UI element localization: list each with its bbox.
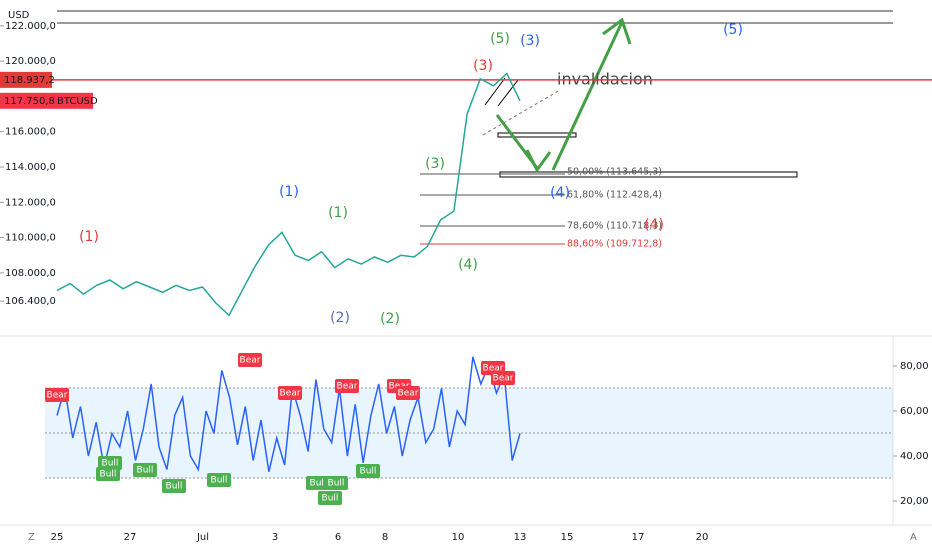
signal-tag — [491, 371, 515, 385]
wave-label: (4) — [644, 217, 664, 233]
wave-label: (1) — [279, 184, 299, 200]
footer-left[interactable]: Z — [28, 532, 35, 543]
y-tick-label: 114.000,0 — [5, 162, 56, 173]
wave-label: (4) — [458, 257, 478, 273]
signal-label: Bear — [483, 364, 504, 374]
signal-label: Bear — [280, 389, 301, 399]
y-tick-label: 120.000,0 — [5, 56, 56, 67]
signal-tag — [278, 386, 302, 400]
fib-label: 61,80% (112.428,4) — [567, 190, 662, 201]
footer-right[interactable]: A — [910, 532, 917, 543]
arrow-head — [602, 17, 632, 45]
annotation: invalidacion — [557, 70, 653, 89]
wave-label: (3) — [425, 156, 445, 172]
y-tick-label: 110.000,0 — [5, 233, 56, 244]
signal-label: Bull — [328, 479, 345, 489]
y-tick-label: 108.000,0 — [5, 268, 56, 279]
signal-tag — [45, 388, 69, 402]
wave-label: (5) — [723, 22, 743, 38]
signal-label: Bull — [211, 476, 228, 486]
signal-label: Bull — [102, 459, 119, 469]
x-tick-label: Jul — [196, 532, 209, 543]
zone-box — [497, 132, 577, 138]
x-tick-label: 8 — [382, 532, 388, 543]
y-tick-label: 80,00 — [900, 361, 929, 372]
currency: USD — [8, 10, 30, 21]
signal-label: Bear — [337, 382, 358, 392]
signal-label: Bull — [310, 479, 327, 489]
signal-tag — [133, 463, 157, 477]
y-tick-label: 106.400,0 — [5, 296, 56, 307]
channel-line — [497, 79, 519, 107]
y-tick-label: 60,00 — [900, 406, 929, 417]
signal-label: Bear — [47, 391, 68, 401]
level-label: 118.937,2 — [4, 75, 55, 86]
signal-tag — [98, 456, 122, 470]
signal-tag — [318, 491, 342, 505]
y-tick-label: 40,00 — [900, 451, 929, 462]
wave-label: (3) — [473, 58, 493, 74]
signal-label: Bear — [240, 356, 261, 366]
signal-label: Bull — [322, 494, 339, 504]
x-tick-label: 27 — [124, 532, 137, 543]
fib-label: 88,60% (109.712,8) — [567, 239, 662, 250]
signal-label: Bull — [137, 466, 154, 476]
signal-tag — [335, 379, 359, 393]
wave-label: (5) — [490, 31, 510, 47]
arrows — [495, 17, 632, 173]
x-tick-label: 20 — [696, 532, 709, 543]
wave-label: (1) — [328, 205, 348, 221]
signal-label: Bull — [360, 467, 377, 477]
signal-tag — [238, 353, 262, 367]
level-tag — [0, 71, 52, 88]
signal-label: Bear — [493, 374, 514, 384]
x-tick-label: 3 — [272, 532, 278, 543]
symbol: BTCUSD — [57, 96, 98, 107]
wave-label: (4) — [550, 185, 570, 201]
signal-tag — [162, 479, 186, 493]
price-line — [56, 72, 521, 317]
trend-line — [482, 89, 561, 136]
x-tick-label: 10 — [452, 532, 465, 543]
wave-label: (1) — [79, 229, 99, 245]
arrow-head — [525, 149, 552, 173]
fib-label: 78,60% (110.718,3) — [567, 221, 662, 232]
last-label: 117.750,8 — [4, 96, 55, 107]
signal-label: Bull — [100, 470, 117, 480]
x-tick-label: 13 — [514, 532, 527, 543]
wave-label: (2) — [330, 310, 350, 326]
y-tick-label: 112.000,0 — [5, 197, 56, 208]
x-tick-label: 25 — [51, 532, 64, 543]
y-tick-label: 122.000,0 — [5, 21, 56, 32]
signal-tag — [356, 464, 380, 478]
signal-tag — [396, 386, 420, 400]
last-tag — [0, 92, 93, 109]
y-tick-label: 20,00 — [900, 496, 929, 507]
wave-label: (2) — [380, 311, 400, 327]
arrow-up — [551, 21, 624, 171]
x-tick-label: 6 — [335, 532, 341, 543]
signal-tag — [96, 467, 120, 481]
x-tick-label: 17 — [632, 532, 645, 543]
y-tick-label: 116.000,0 — [5, 127, 56, 138]
signal-label: Bear — [398, 389, 419, 399]
signal-label: Bull — [166, 482, 183, 492]
rsi-line — [56, 356, 521, 472]
signal-tag — [324, 476, 348, 490]
signal-tag — [207, 473, 231, 487]
fib-label: 50,00% (113.645,3) — [567, 167, 662, 178]
channel-line — [484, 77, 506, 106]
x-tick-label: 15 — [561, 532, 574, 543]
wave-label: (3) — [520, 33, 540, 49]
